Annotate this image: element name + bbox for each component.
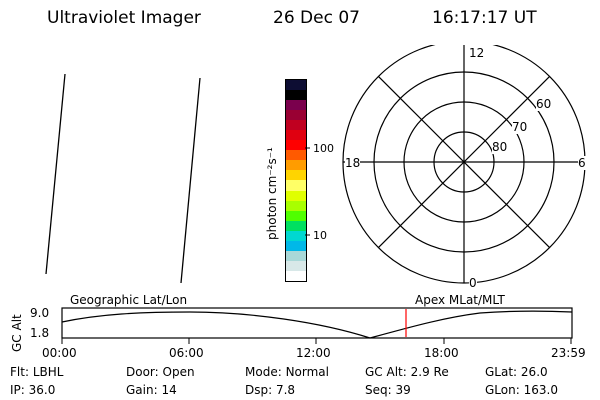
- colorbar-swatch: [286, 140, 306, 151]
- x-tick-0600: 06:00: [169, 346, 204, 360]
- date-label: 26 Dec 07: [273, 8, 360, 28]
- geographic-line-1: [45, 73, 66, 275]
- lat-label-60: 60: [536, 97, 552, 111]
- colorbar-swatch: [286, 100, 306, 111]
- x-tick-1800: 18:00: [424, 346, 459, 360]
- altitude-curve: [61, 310, 573, 339]
- status-gc-alt: GC Alt: 2.9 Re: [365, 365, 449, 379]
- colorbar-swatch: [286, 150, 306, 161]
- x-tick-0000: 00:00: [42, 346, 77, 360]
- geographic-caption: Geographic Lat/Lon: [70, 293, 188, 307]
- mlt-label-18: 18: [345, 156, 361, 170]
- colorbar-swatch: [286, 230, 306, 241]
- colorbar-swatch: [286, 250, 306, 261]
- colorbar-swatch: [286, 270, 306, 281]
- status-dsp: Dsp: 7.8: [245, 383, 296, 397]
- status-gain: Gain: 14: [126, 383, 177, 397]
- status-ip: IP: 36.0: [10, 383, 56, 397]
- polar-plot: [342, 45, 586, 284]
- x-tick-2359: 23:59: [551, 346, 586, 360]
- colorbar-ticks: [305, 147, 310, 236]
- colorbar-swatch: [286, 80, 306, 91]
- apex-caption: Apex MLat/MLT: [415, 293, 505, 307]
- status-seq: Seq: 39: [365, 383, 411, 397]
- colorbar-tick-10: 10: [313, 229, 327, 242]
- colorbar-swatch: [286, 200, 306, 211]
- colorbar-swatch: [286, 180, 306, 191]
- status-glat: GLat: 26.0: [485, 365, 548, 379]
- mlt-label-6: 6: [578, 156, 586, 170]
- colorbar-swatch: [286, 160, 306, 171]
- status-flt: Flt: LBHL: [10, 365, 64, 379]
- x-tick-1200: 12:00: [296, 346, 331, 360]
- mlt-label-12: 12: [469, 46, 485, 60]
- status-mode: Mode: Normal: [245, 365, 329, 379]
- colorbar-swatch: [286, 210, 306, 221]
- colorbar: [285, 79, 307, 282]
- colorbar-swatch: [286, 120, 306, 131]
- timeline-frame: [61, 307, 573, 339]
- time-label: 16:17:17 UT: [432, 8, 537, 28]
- polar-diagonal-2: [377, 75, 551, 249]
- colorbar-swatch: [286, 190, 306, 201]
- lat-label-80: 80: [492, 140, 508, 154]
- colorbar-tick-100: 100: [313, 142, 334, 155]
- colorbar-swatch: [286, 170, 306, 181]
- colorbar-swatch: [286, 220, 306, 231]
- colorbar-swatch: [286, 260, 306, 271]
- status-glon: GLon: 163.0: [485, 383, 558, 397]
- mlt-label-0: 0: [469, 276, 477, 290]
- timeline-y-tick-9: 9.0: [30, 306, 50, 320]
- colorbar-swatch: [286, 240, 306, 251]
- colorbar-swatch: [286, 90, 306, 101]
- lat-label-70: 70: [512, 120, 528, 134]
- geographic-line-2: [180, 77, 201, 284]
- colorbar-swatch: [286, 110, 306, 121]
- instrument-title: Ultraviolet Imager: [47, 8, 201, 28]
- status-door: Door: Open: [126, 365, 195, 379]
- colorbar-swatch: [286, 130, 306, 141]
- timeline-y-tick-1-8: 1.8: [30, 326, 50, 340]
